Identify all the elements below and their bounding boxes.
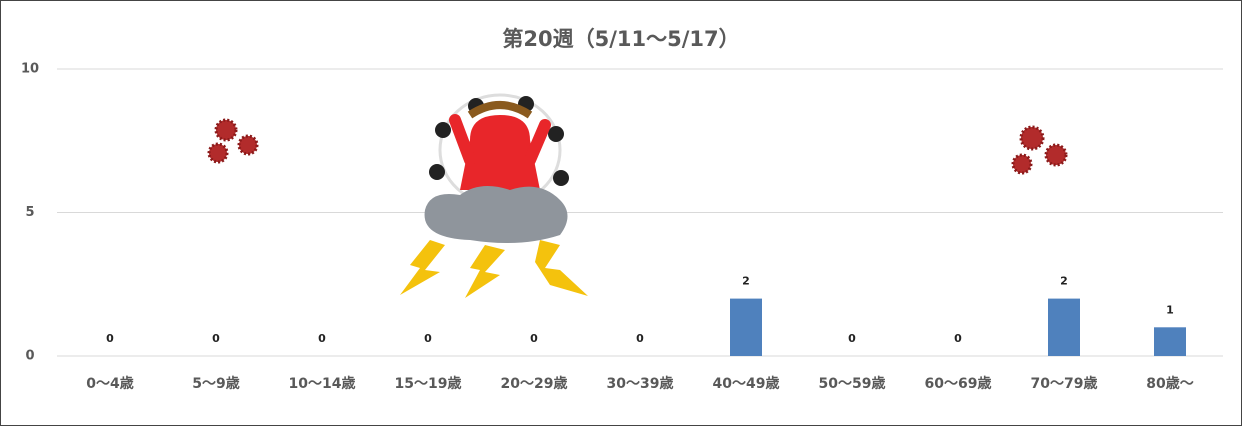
value-label: 0 xyxy=(848,332,856,345)
value-label: 0 xyxy=(424,332,432,345)
y-tick-label: 5 xyxy=(25,205,34,220)
value-label: 0 xyxy=(212,332,220,345)
x-tick-label: 0～4歳 xyxy=(86,375,133,392)
x-tick-label: 80歳～ xyxy=(1146,375,1193,392)
chart-title: 第20週（5/11～5/17） xyxy=(502,27,739,51)
value-label: 0 xyxy=(954,332,962,345)
x-tick-label: 20～29歳 xyxy=(501,375,568,392)
x-tick-label: 5～9歳 xyxy=(192,375,239,392)
x-tick-label: 50～59歳 xyxy=(819,375,886,392)
x-tick-label: 70～79歳 xyxy=(1031,375,1098,392)
decorations xyxy=(207,93,1068,298)
x-tick-label: 40～49歳 xyxy=(713,375,780,392)
bar xyxy=(1048,298,1080,356)
y-tick-label: 10 xyxy=(21,62,39,77)
y-tick-label: 0 xyxy=(25,349,34,364)
value-label: 0 xyxy=(530,332,538,345)
value-label: 0 xyxy=(106,332,114,345)
value-label: 0 xyxy=(318,332,326,345)
bar xyxy=(1154,327,1186,356)
value-label: 1 xyxy=(1166,303,1174,316)
x-tick-label: 15～19歳 xyxy=(395,375,462,392)
x-tick-label: 30～39歳 xyxy=(607,375,674,392)
value-label: 2 xyxy=(1060,275,1068,288)
x-tick-label: 60～69歳 xyxy=(925,375,992,392)
bar xyxy=(730,298,762,356)
value-label: 0 xyxy=(636,332,644,345)
value-label: 2 xyxy=(742,275,750,288)
x-tick-label: 10～14歳 xyxy=(289,375,356,392)
